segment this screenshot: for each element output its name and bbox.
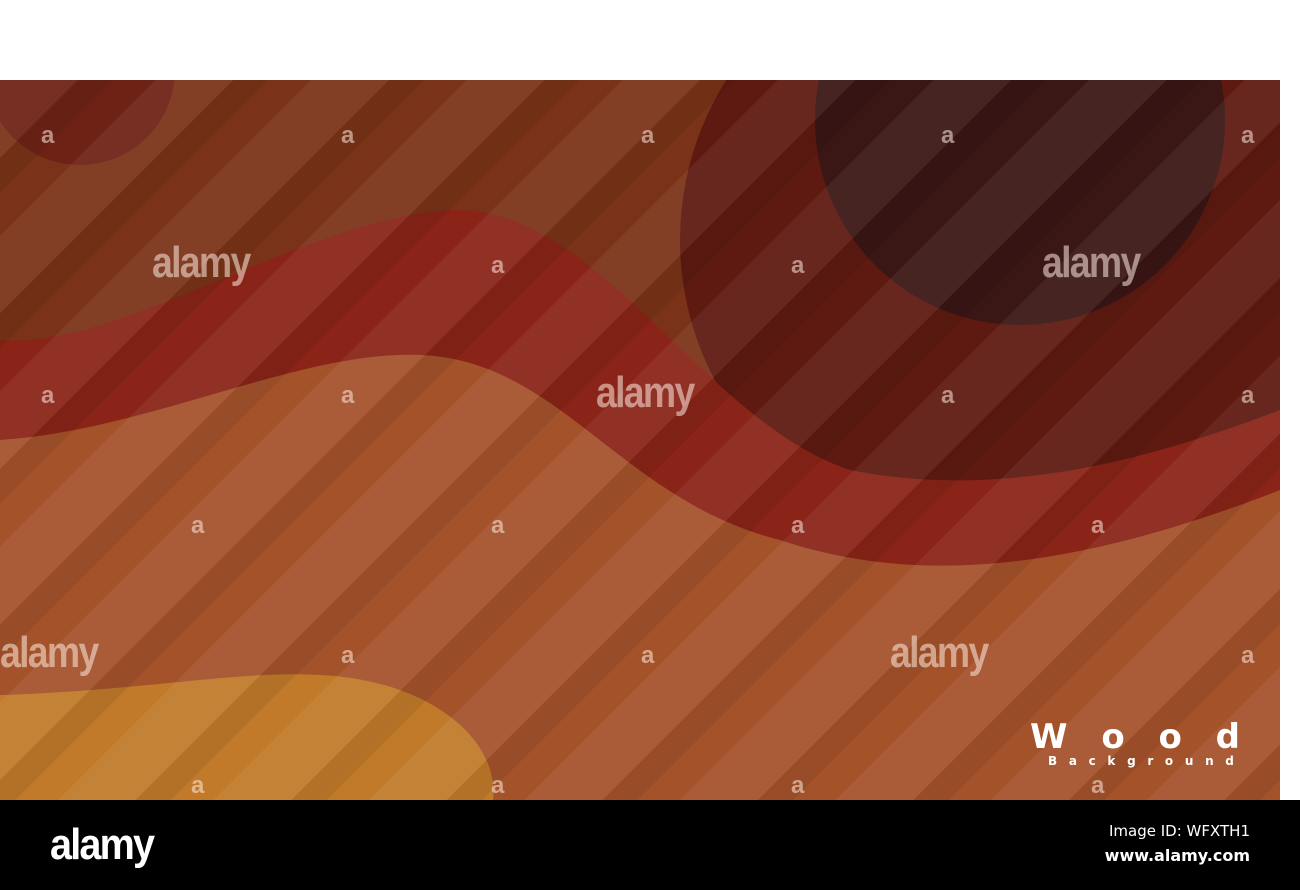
site-url: www.alamy.com [1104, 846, 1250, 865]
footer-bar: alamy Image ID: WFXTH1 www.alamy.com [0, 800, 1300, 890]
watermark-a: a [791, 252, 805, 279]
watermark-a: a [341, 642, 355, 669]
subtitle-letter: u [1184, 754, 1194, 768]
watermark-a: a [491, 252, 505, 279]
watermark-alamy: alamy [0, 628, 99, 677]
wood-background-artwork: alamy alamy alamy alamy alamy a a a a a … [0, 80, 1280, 800]
watermark-a: a [641, 122, 655, 149]
watermark-a: a [791, 512, 805, 539]
watermark-alamy: alamy [890, 628, 989, 677]
watermark-a: a [491, 512, 505, 539]
subtitle-letter: c [1088, 754, 1096, 768]
subtitle-letter: k [1107, 754, 1116, 768]
watermark-alamy: alamy [152, 238, 251, 287]
title-letter: d [1215, 717, 1240, 757]
watermark-alamy: alamy [596, 368, 695, 417]
watermark-a: a [941, 382, 955, 409]
abstract-wave-shapes [0, 80, 1280, 800]
title-letter: o [1158, 717, 1182, 757]
subtitle-letter: d [1225, 754, 1234, 768]
subtitle-letter: a [1068, 754, 1077, 768]
wood-title: W o o d B a c k g r o u n d [1030, 720, 1240, 768]
alamy-logo: alamy [50, 820, 155, 869]
subtitle-letter: B [1048, 754, 1058, 768]
watermark-a: a [1241, 642, 1255, 669]
subtitle-letter: r [1147, 754, 1154, 768]
title-letter: W [1030, 717, 1068, 757]
watermark-a: a [1241, 122, 1255, 149]
watermark-a: a [341, 382, 355, 409]
watermark-a: a [641, 642, 655, 669]
watermark-a: a [191, 772, 205, 799]
watermark-a: a [191, 512, 205, 539]
subtitle-word: B a c k g r o u n d [1030, 754, 1240, 768]
watermark-a: a [1241, 382, 1255, 409]
watermark-a: a [491, 772, 505, 799]
image-id: Image ID: WFXTH1 [1109, 822, 1250, 840]
subtitle-letter: n [1205, 754, 1214, 768]
watermark-a: a [791, 772, 805, 799]
title-letter: o [1101, 717, 1125, 757]
title-word: W o o d [1030, 720, 1240, 754]
subtitle-letter: o [1164, 754, 1174, 768]
diagonal-stripes [0, 80, 1280, 800]
watermark-a: a [941, 122, 955, 149]
watermark-a: a [41, 382, 55, 409]
watermark-alamy: alamy [1042, 238, 1141, 287]
watermark-a: a [1091, 772, 1105, 799]
watermark-a: a [41, 122, 55, 149]
subtitle-letter: g [1127, 754, 1136, 768]
watermark-a: a [341, 122, 355, 149]
watermark-a: a [1091, 512, 1105, 539]
